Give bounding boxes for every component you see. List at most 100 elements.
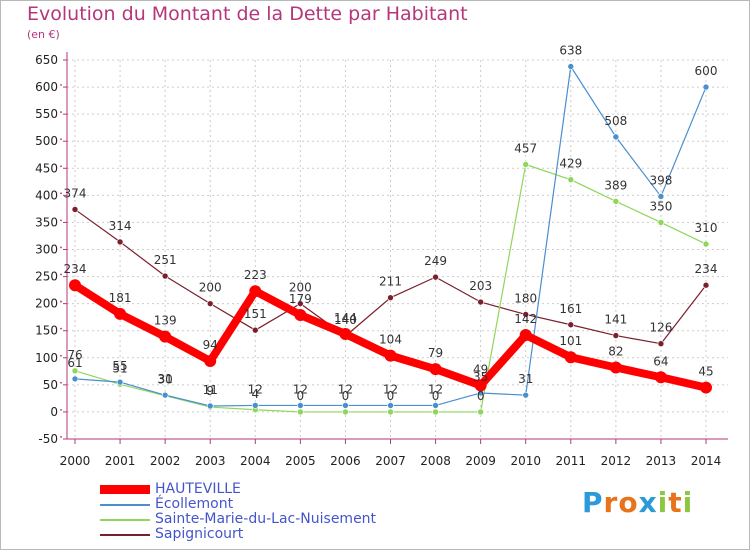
data-point--collemont (116, 378, 124, 386)
data-label-sapignicourt: 140 (334, 313, 357, 327)
x-tick-label: 2003 (195, 454, 226, 468)
data-label--collemont: 11 (203, 383, 218, 397)
y-minor-dot (60, 165, 62, 168)
data-point--collemont (612, 133, 620, 141)
data-point--collemont (161, 391, 169, 399)
y-minor-dot (60, 246, 62, 249)
data-label-sapignicourt: 234 (695, 262, 718, 276)
y-minor-dot (60, 138, 62, 141)
data-point--collemont (657, 193, 665, 200)
data-point-sainte-marie-du-lac-nuisement (522, 161, 530, 168)
y-tick-label: 0 (50, 405, 58, 419)
data-point-sapignicourt (161, 272, 169, 280)
data-point-sainte-marie-du-lac-nuisement (71, 367, 79, 375)
data-label--collemont: 61 (67, 356, 82, 370)
x-tick-label: 2012 (601, 454, 632, 468)
y-minor-dot (60, 327, 62, 330)
data-point-hauteville (474, 379, 487, 392)
legend-label: Sainte-Marie-du-Lac-Nuisement (155, 511, 377, 527)
data-label--collemont: 55 (112, 359, 127, 373)
data-label--collemont: 31 (518, 372, 533, 386)
data-label-sainte-marie-du-lac-nuisement: 0 (477, 389, 485, 403)
data-label-sapignicourt: 151 (244, 307, 267, 321)
data-point--collemont (432, 402, 439, 409)
x-tick-label: 2007 (375, 454, 406, 468)
data-label-sainte-marie-du-lac-nuisement: 0 (342, 389, 350, 403)
data-point--collemont (206, 402, 214, 410)
x-tick-label: 2002 (150, 454, 181, 468)
y-minor-dot (60, 300, 62, 303)
data-label-sainte-marie-du-lac-nuisement: 0 (432, 389, 440, 403)
data-point-hauteville (609, 361, 622, 374)
data-point-sainte-marie-du-lac-nuisement (567, 176, 575, 183)
data-label-sapignicourt: 374 (64, 186, 87, 200)
y-tick-label: 650 (35, 53, 58, 67)
data-point--collemont (71, 375, 79, 383)
y-minor-dot (60, 192, 62, 195)
proxiti-logo: Proxiti (582, 486, 693, 519)
logo-letter: P (582, 486, 604, 519)
x-tick-label: 2008 (420, 454, 451, 468)
data-point-sapignicourt (71, 206, 79, 213)
data-label-hauteville: 223 (244, 268, 267, 282)
data-label-sainte-marie-du-lac-nuisement: 0 (297, 389, 305, 403)
data-label-sainte-marie-du-lac-nuisement: 76 (67, 348, 82, 362)
data-point-sapignicourt (567, 321, 575, 329)
data-point--collemont (567, 63, 575, 70)
data-point-sapignicourt (387, 294, 394, 301)
data-point-sainte-marie-du-lac-nuisement (702, 240, 710, 248)
data-point-hauteville (339, 327, 352, 340)
y-minor-dot (60, 111, 62, 113)
y-minor-dot (60, 436, 62, 438)
data-point--collemont (342, 402, 349, 409)
data-point-sainte-marie-du-lac-nuisement (342, 408, 349, 416)
y-tick-label: 500 (35, 134, 58, 148)
data-point-hauteville (294, 309, 307, 322)
y-tick-label: 150 (35, 324, 58, 338)
data-label-sainte-marie-du-lac-nuisement: 9 (206, 384, 214, 398)
data-label-hauteville: 142 (514, 312, 537, 326)
chart-unit: (en €) (27, 28, 60, 41)
y-minor-dot (60, 408, 62, 411)
data-point-sainte-marie-du-lac-nuisement (477, 408, 484, 416)
x-tick-label: 2014 (691, 454, 722, 468)
data-point--collemont (251, 402, 259, 409)
data-point-sainte-marie-du-lac-nuisement (657, 219, 665, 226)
data-label-hauteville: 94 (203, 338, 218, 352)
data-point-sapignicourt (297, 300, 304, 307)
data-point--collemont (702, 83, 710, 91)
data-label-sapignicourt: 180 (514, 291, 537, 305)
data-label--collemont: 508 (604, 114, 627, 128)
data-point--collemont (297, 402, 304, 409)
data-label-sapignicourt: 211 (379, 275, 402, 289)
axes: -500501001502002503003504004505005506006… (35, 52, 728, 468)
x-tick-label: 2001 (105, 454, 136, 468)
data-point-sapignicourt (612, 332, 620, 339)
legend-label: Sapignicourt (155, 526, 244, 542)
x-tick-label: 2004 (240, 454, 271, 468)
data-label--collemont: 35 (473, 370, 488, 384)
legend-swatch (100, 485, 150, 494)
data-label--collemont: 12 (248, 382, 263, 396)
data-label-sapignicourt: 141 (604, 313, 627, 327)
data-point-hauteville (384, 349, 397, 362)
data-label-sainte-marie-du-lac-nuisement: 457 (514, 141, 537, 155)
y-tick-label: 100 (35, 351, 58, 365)
data-point-hauteville (429, 363, 442, 376)
logo-letter: i (682, 486, 694, 519)
y-tick-label: 400 (35, 188, 58, 202)
data-label--collemont: 12 (428, 382, 443, 396)
data-label-sapignicourt: 200 (199, 281, 222, 295)
data-point-hauteville (564, 351, 577, 364)
logo-letter: r (603, 486, 619, 519)
data-point-sapignicourt (702, 281, 710, 289)
y-tick-label: 350 (35, 215, 58, 229)
legend-label: HAUTEVILLE (155, 481, 241, 497)
data-label--collemont: 31 (158, 372, 173, 386)
logo-letter: x (638, 486, 658, 519)
data-label-hauteville: 79 (428, 346, 443, 360)
data-label-sapignicourt: 314 (109, 219, 132, 233)
data-label-hauteville: 104 (379, 333, 402, 347)
data-point--collemont (522, 391, 530, 399)
